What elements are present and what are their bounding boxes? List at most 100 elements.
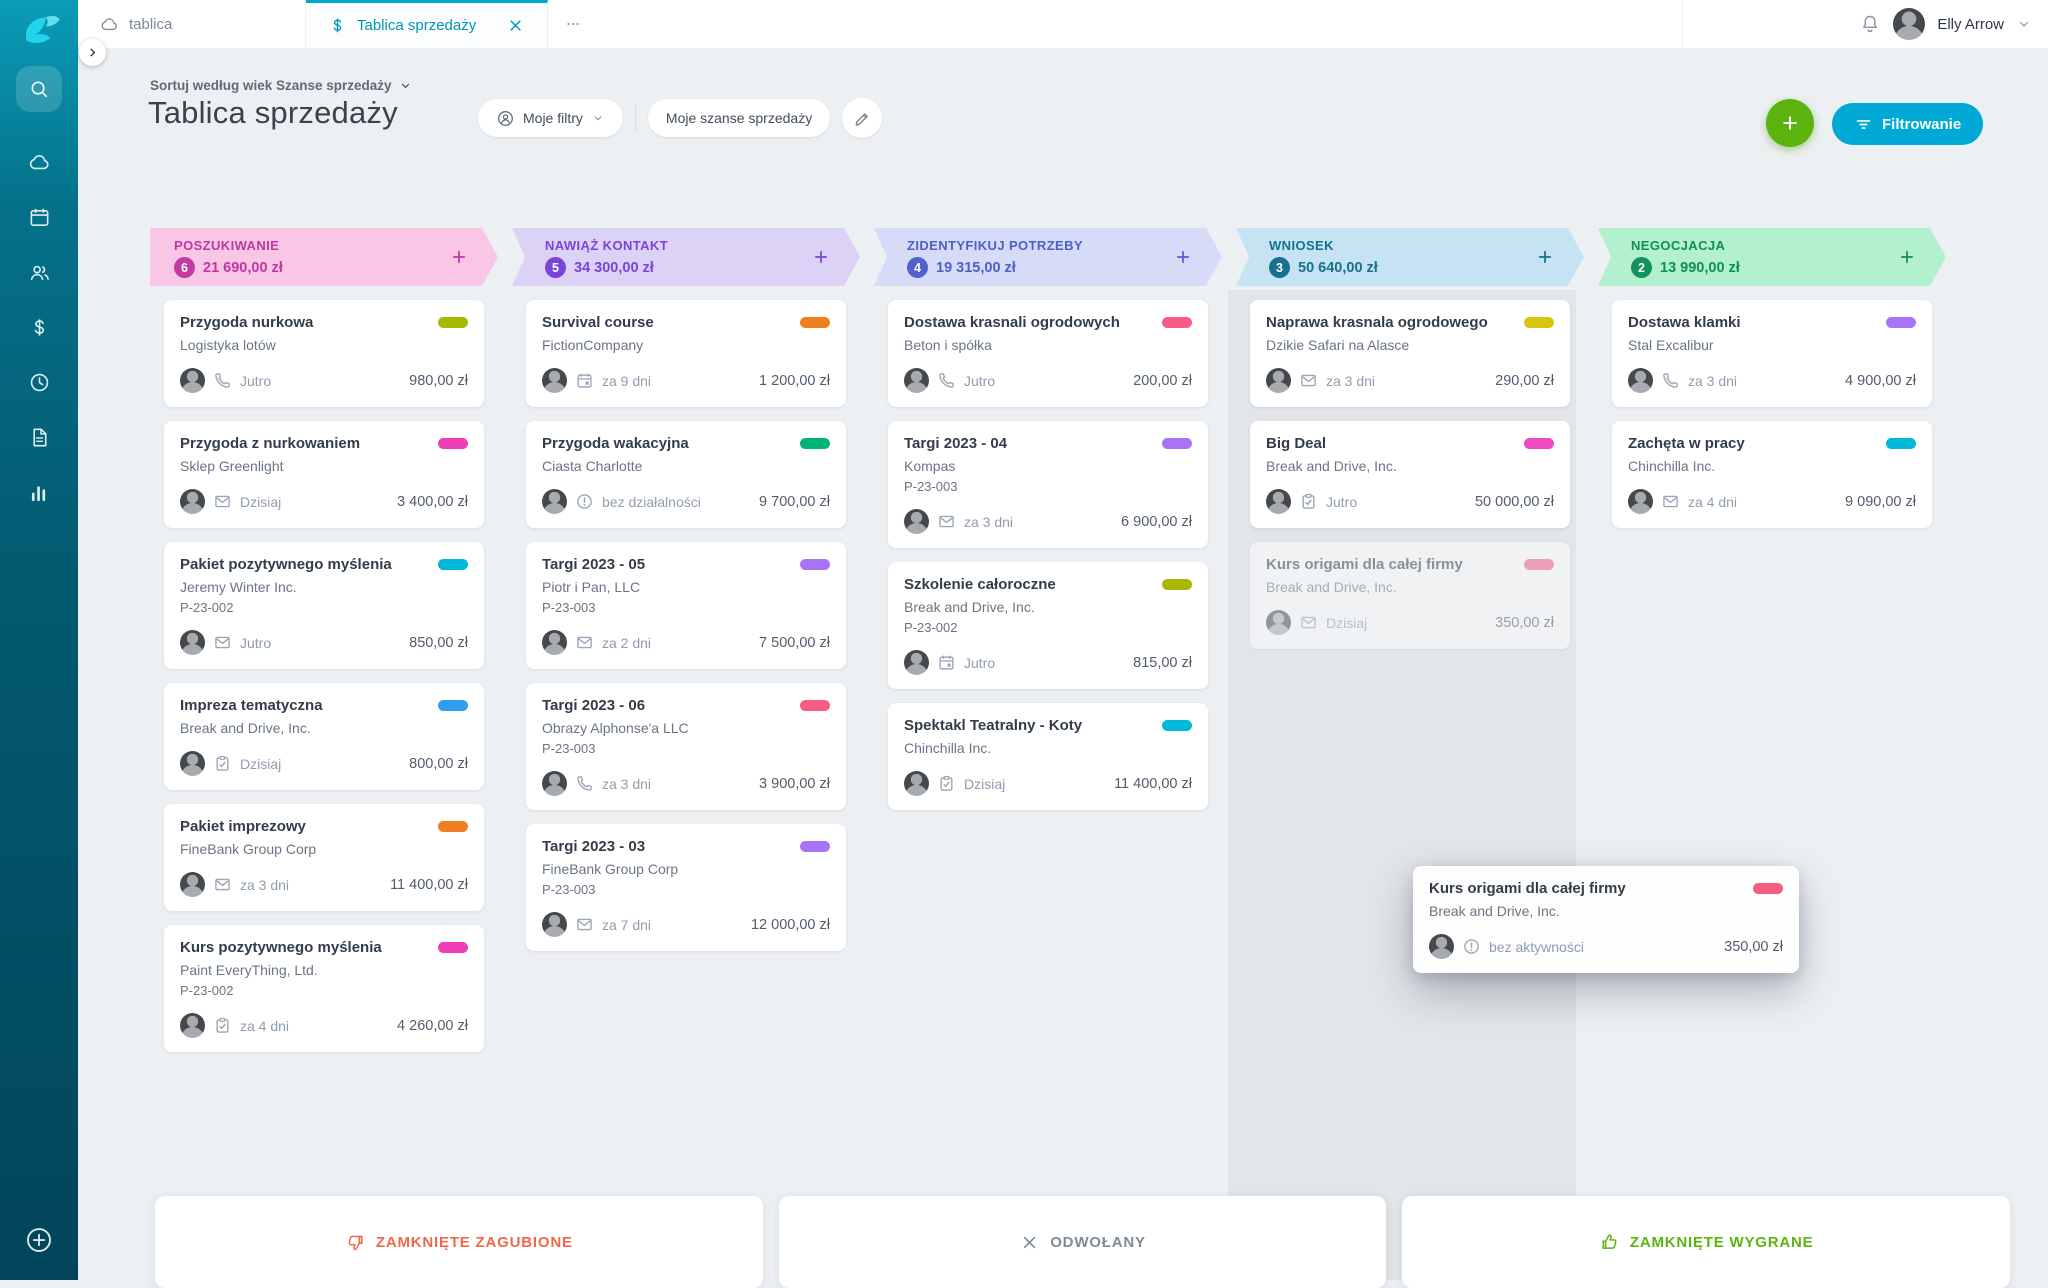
column-header[interactable]: NAWIĄŻ KONTAKT 5 34 300,00 zł [512, 228, 860, 286]
sidebar-item-documents[interactable] [23, 421, 56, 454]
deal-tag [1162, 317, 1192, 328]
edit-board-button[interactable] [842, 98, 883, 138]
deal-card[interactable]: Naprawa krasnala ogrodowego Dzikie Safari… [1250, 300, 1570, 407]
pipeline-column: WNIOSEK 3 50 640,00 zł Naprawa krasnala ogr… [1236, 228, 1570, 1066]
close-stage-zamkni-te-zagubione[interactable]: ZAMKNIĘTE ZAGUBIONE [155, 1196, 763, 1288]
column-header[interactable]: POSZUKIWANIE 6 21 690,00 zł [150, 228, 498, 286]
calendar-event-icon [938, 654, 955, 671]
bell-icon[interactable] [1859, 13, 1881, 35]
deal-card[interactable]: Przygoda wakacyjna Ciasta Charlotte bez dz… [526, 421, 846, 528]
add-deal-button[interactable] [1174, 248, 1192, 266]
deal-number: P-23-003 [542, 741, 596, 756]
deal-card[interactable]: Big Deal Break and Drive, Inc. Jutro 50 000… [1250, 421, 1570, 528]
sidebar-item-calendar[interactable] [23, 201, 56, 234]
deal-card[interactable]: Survival course FictionCompany za 9 dni 1 2… [526, 300, 846, 407]
deal-amount: 350,00 zł [1495, 614, 1554, 631]
sidebar-item-contacts[interactable] [23, 256, 56, 289]
deal-company: Obrazy Alphonse'a LLC [542, 720, 689, 736]
more-tabs-button[interactable] [548, 0, 598, 48]
deal-card[interactable]: Przygoda nurkowa Logistyka lotów Jutro 980,… [164, 300, 484, 407]
mail-icon [938, 513, 955, 530]
column-header[interactable]: NEGOCJACJA 2 13 990,00 zł [1598, 228, 1946, 286]
deal-tag [438, 942, 468, 953]
deal-card[interactable]: Targi 2023 - 06 Obrazy Alphonse'a LLC P-23… [526, 683, 846, 810]
sort-selector[interactable]: Sortuj według wiek Szanse sprzedaży [150, 78, 413, 93]
sidebar-item-history[interactable] [23, 366, 56, 399]
deal-card[interactable]: Zachęta w pracy Chinchilla Inc. za 4 dni 9 … [1612, 421, 1932, 528]
deal-card[interactable]: Przygoda z nurkowaniem Sklep Greenlight Dz… [164, 421, 484, 528]
deal-title: Dostawa krasnali ogrodowych [904, 314, 1120, 331]
deal-amount: 850,00 zł [409, 634, 468, 651]
sales-icon [28, 316, 51, 339]
calendar-event-icon [576, 372, 593, 389]
deal-card[interactable]: Kurs origami dla całej firmy Break and Dr… [1250, 542, 1570, 649]
deal-company: Paint EveryThing, Ltd. [180, 962, 318, 978]
avatar [180, 489, 205, 514]
phone-icon [576, 775, 593, 792]
avatar [180, 751, 205, 776]
close-tab-icon[interactable] [506, 16, 525, 35]
deal-company: Piotr i Pan, LLC [542, 579, 641, 595]
deal-title: Targi 2023 - 05 [542, 556, 646, 573]
search-button[interactable] [16, 66, 62, 112]
deal-card[interactable]: Dostawa klamki Stal Excalibur za 3 dni 4 90… [1612, 300, 1932, 407]
deal-card[interactable]: Szkolenie całoroczne Break and Drive, Inc… [888, 562, 1208, 689]
add-deal-button[interactable] [1536, 248, 1554, 266]
column-header[interactable]: WNIOSEK 3 50 640,00 zł [1236, 228, 1584, 286]
tab-tablica[interactable]: tablica [78, 0, 306, 48]
deal-amount: 200,00 zł [1133, 372, 1192, 389]
user-name[interactable]: Elly Arrow [1937, 15, 2004, 33]
add-deal-fab[interactable] [1766, 99, 1814, 147]
my-filters-button[interactable]: Moje filtry [478, 99, 623, 137]
tab-tablica-sprzedazy[interactable]: Tablica sprzedaży [306, 0, 548, 48]
sidebar-expand-button[interactable] [79, 39, 106, 66]
deal-due-date: za 2 dni [602, 634, 652, 651]
deal-title: Pakiet imprezowy [180, 818, 306, 835]
sidebar-item-sales[interactable] [23, 311, 56, 344]
deal-number: P-23-002 [180, 600, 234, 615]
deal-card[interactable]: Dostawa krasnali ogrodowych Beton i spółk… [888, 300, 1208, 407]
deal-title: Impreza tematyczna [180, 697, 323, 714]
task-icon [214, 755, 231, 772]
deal-title: Naprawa krasnala ogrodowego [1266, 314, 1488, 331]
add-deal-button[interactable] [1898, 248, 1916, 266]
deal-card[interactable]: Pakiet imprezowy FineBank Group Corp za 3 … [164, 804, 484, 911]
chevron-down-icon[interactable] [2016, 16, 2032, 32]
close-stage-odwo-any[interactable]: ODWOŁANY [778, 1196, 1387, 1288]
mail-icon [1300, 372, 1317, 389]
plus-icon [1780, 113, 1800, 133]
chevron-down-icon [591, 111, 605, 125]
deal-card[interactable]: Pakiet pozytywnego myślenia Jeremy Winter… [164, 542, 484, 669]
deal-card[interactable]: Impreza tematyczna Break and Drive, Inc. D… [164, 683, 484, 790]
add-deal-button[interactable] [812, 248, 830, 266]
dragged-card[interactable]: Kurs origami dla całej firmy Break and Dr… [1413, 866, 1799, 973]
avatar [904, 650, 929, 675]
deal-card[interactable]: Targi 2023 - 04 Kompas P-23-003 za 3 dni 6 9… [888, 421, 1208, 548]
user-avatar[interactable] [1893, 8, 1926, 40]
sidebar-item-cloud[interactable] [23, 146, 56, 179]
deal-due-date: za 3 dni [1326, 372, 1376, 389]
deal-card[interactable]: Targi 2023 - 03 FineBank Group Corp P-23-0… [526, 824, 846, 951]
avatar [542, 771, 567, 796]
deal-company: Sklep Greenlight [180, 458, 284, 474]
filtering-button[interactable]: Filtrowanie [1832, 103, 1984, 145]
pencil-icon [853, 109, 872, 128]
add-deal-button[interactable] [450, 248, 468, 266]
sidebar-add-button[interactable] [19, 1220, 59, 1260]
column-header[interactable]: ZIDENTYFIKUJ POTRZEBY 4 19 315,00 zł [874, 228, 1222, 286]
my-filters-label: Moje filtry [523, 110, 583, 126]
deal-card[interactable]: Kurs pozytywnego myślenia Paint EveryThin… [164, 925, 484, 1052]
deal-card[interactable]: Targi 2023 - 05 Piotr i Pan, LLC P-23-003 z… [526, 542, 846, 669]
chevron-right-icon [86, 46, 99, 59]
deal-card[interactable]: Spektakl Teatralny - Koty Chinchilla Inc.… [888, 703, 1208, 810]
close-stage-label: ODWOŁANY [1050, 1233, 1146, 1251]
deal-card[interactable]: Kurs origami dla całej firmy Break and Dr… [1413, 866, 1799, 973]
close-stage-zamkni-te-wygrane[interactable]: ZAMKNIĘTE WYGRANE [1402, 1196, 2011, 1288]
my-deals-button[interactable]: Moje szanse sprzedaży [647, 99, 831, 137]
filtering-label: Filtrowanie [1882, 115, 1962, 133]
deal-tag [1524, 559, 1554, 570]
sidebar-item-reports[interactable] [23, 476, 56, 509]
ellipsis-icon [564, 15, 582, 33]
deal-title: Targi 2023 - 04 [904, 435, 1008, 452]
deal-amount: 4 900,00 zł [1845, 372, 1916, 389]
